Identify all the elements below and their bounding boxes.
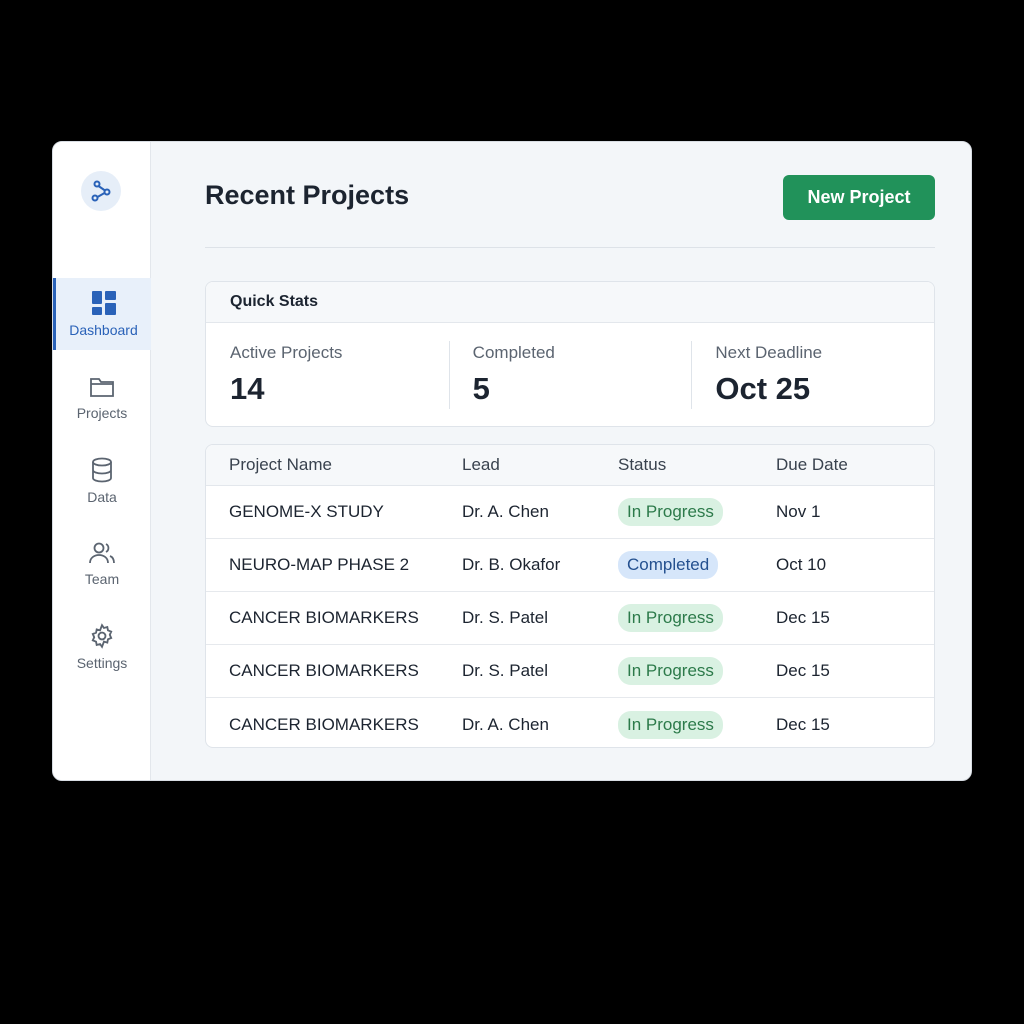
stat-value: 14 <box>230 371 265 406</box>
table-row[interactable]: CANCER BIOMARKERS Dr. S. Patel In Progre… <box>206 592 934 645</box>
page-title: Recent Projects <box>205 180 410 210</box>
status-badge: In Progress <box>618 657 723 685</box>
table-row[interactable]: NEURO-MAP PHASE 2 Dr. B. Okafor Complete… <box>206 539 934 592</box>
due-date: Dec 15 <box>776 714 830 734</box>
sidebar-item-settings[interactable]: Settings <box>53 611 151 683</box>
stat-value: Oct 25 <box>715 371 811 406</box>
column-header-project-name[interactable]: Project Name <box>229 455 332 474</box>
stat-label: Active Projects <box>230 343 343 362</box>
column-header-lead[interactable]: Lead <box>462 455 500 474</box>
sidebar-item-team[interactable]: Team <box>53 528 151 600</box>
quick-stats-card: Quick Stats Active Projects 14 Completed 5… <box>205 281 935 427</box>
project-lead: Dr. S. Patel <box>462 608 548 627</box>
sidebar-item-dashboard[interactable]: Dashboard <box>53 278 151 350</box>
project-name: GENOME-X STUDY <box>229 502 384 521</box>
due-date: Dec 15 <box>776 661 830 680</box>
stat-next-deadline: Next Deadline Oct 25 <box>691 323 934 426</box>
status-badge: In Progress <box>618 604 723 632</box>
users-icon <box>89 542 115 564</box>
project-lead: Dr. A. Chen <box>462 502 549 521</box>
projects-table: Project Name Lead Status Due Date GENOME… <box>205 444 935 748</box>
folder-icon <box>90 378 114 397</box>
share-nodes-icon[interactable] <box>81 171 121 211</box>
table-row[interactable]: GENOME-X STUDY Dr. A. Chen In Progress N… <box>206 486 934 539</box>
stat-value: 5 <box>472 371 490 406</box>
due-date: Nov 1 <box>776 502 821 521</box>
project-name: NEURO-MAP PHASE 2 <box>229 555 410 574</box>
table-header: Project Name Lead Status Due Date <box>206 445 934 486</box>
quick-stats-title: Quick Stats <box>206 282 934 323</box>
project-name: CANCER BIOMARKERS <box>229 661 419 680</box>
dashboard-icon <box>91 291 116 315</box>
project-lead: Dr. B. Okafor <box>462 555 561 574</box>
database-icon <box>92 457 112 483</box>
sidebar-item-data[interactable]: Data <box>53 445 151 517</box>
table-row[interactable]: CANCER BIOMARKERS Dr. S. Patel In Progre… <box>206 645 934 698</box>
status-badge: In Progress <box>618 498 723 526</box>
column-header-status[interactable]: Status <box>618 455 667 474</box>
stat-completed: Completed 5 <box>448 323 692 426</box>
project-name: CANCER BIOMARKERS <box>229 608 419 627</box>
stat-active-projects: Active Projects 14 <box>206 323 449 426</box>
sidebar-item-label: Projects <box>76 405 128 421</box>
sidebar: Dashboard Projects Data Team Settings <box>53 142 151 780</box>
stat-label: Completed <box>472 343 555 362</box>
new-project-button[interactable]: New Project <box>783 175 935 220</box>
project-name: CANCER BIOMARKERS <box>229 714 419 734</box>
main-content: Recent Projects New Project Quick Stats … <box>151 142 971 780</box>
sidebar-item-label: Dashboard <box>69 322 138 338</box>
column-header-due-date[interactable]: Due Date <box>776 455 848 474</box>
sidebar-item-label: Settings <box>76 655 128 671</box>
divider <box>205 247 935 248</box>
due-date: Oct 10 <box>776 555 827 574</box>
project-lead: Dr. S. Patel <box>462 661 548 680</box>
table-row[interactable]: CANCER BIOMARKERS Dr. A. Chen In Progres… <box>206 698 934 747</box>
sidebar-item-label: Data <box>87 489 117 505</box>
stat-label: Next Deadline <box>715 343 823 362</box>
sidebar-item-label: Team <box>84 571 120 587</box>
gear-icon <box>91 623 113 649</box>
status-badge: In Progress <box>618 710 723 739</box>
project-lead: Dr. A. Chen <box>462 714 549 734</box>
status-badge: Completed <box>618 551 719 579</box>
due-date: Dec 15 <box>776 608 830 627</box>
sidebar-item-projects[interactable]: Projects <box>53 362 151 434</box>
app-window: Dashboard Projects Data Team Settings Re… <box>52 141 972 781</box>
